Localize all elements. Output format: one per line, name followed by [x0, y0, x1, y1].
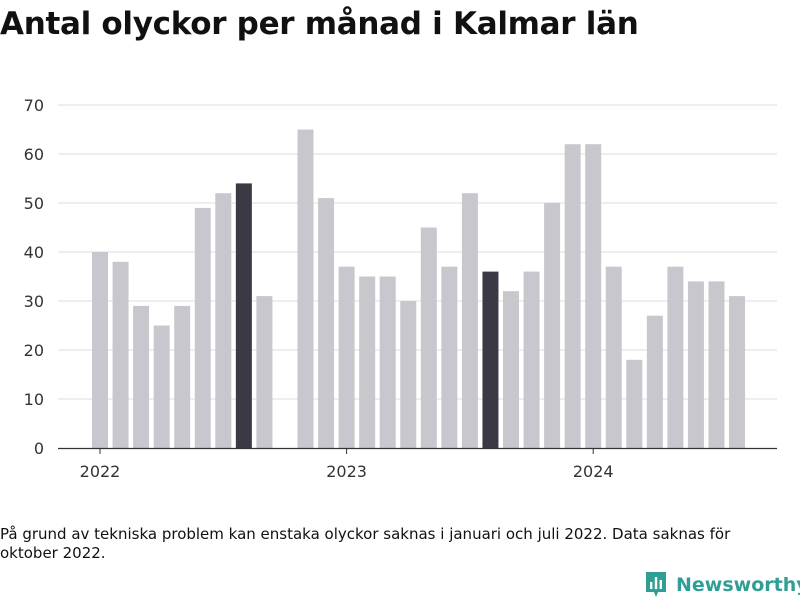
bar	[626, 359, 643, 448]
x-tick-label: 2022	[80, 462, 121, 481]
y-tick-label: 70	[24, 96, 44, 115]
bars	[92, 129, 746, 448]
bar	[544, 203, 561, 448]
x-axis: 2022 2023 2024	[58, 447, 777, 481]
bar	[174, 305, 191, 448]
bar	[585, 144, 602, 448]
bar	[194, 207, 211, 448]
bar	[359, 276, 376, 448]
x-tick-label: 2023	[326, 462, 367, 481]
y-tick-label: 50	[24, 194, 44, 213]
bar	[112, 261, 129, 448]
y-tick-label: 30	[24, 292, 44, 311]
newsworthy-logo-icon	[646, 572, 666, 597]
bar	[297, 129, 314, 448]
bar	[482, 271, 499, 448]
bar	[133, 305, 150, 448]
footnote: På grund av tekniska problem kan enstaka…	[0, 525, 731, 562]
bar	[461, 193, 478, 448]
bar	[400, 301, 417, 448]
newsworthy-brand[interactable]: Newsworthy	[644, 570, 800, 600]
bar	[523, 271, 540, 448]
bar	[441, 266, 458, 448]
bar	[420, 227, 437, 448]
bar	[318, 198, 335, 448]
y-tick-label: 60	[24, 145, 44, 164]
y-tick-label: 40	[24, 243, 44, 262]
bar	[564, 144, 581, 448]
x-tick-label: 2024	[573, 462, 614, 481]
y-tick-label: 20	[24, 341, 44, 360]
bar	[605, 266, 622, 448]
y-tick-label: 10	[24, 390, 44, 409]
bar	[708, 281, 725, 448]
bar	[92, 252, 108, 448]
bar	[646, 315, 663, 448]
bar	[729, 296, 746, 448]
bar	[338, 266, 355, 448]
bar	[379, 276, 396, 448]
bar	[153, 325, 170, 448]
brand-name: Newsworthy	[676, 574, 800, 596]
y-axis-ticks: 0 10 20 30 40 50 60 70	[24, 96, 44, 458]
bar	[667, 266, 684, 448]
bar	[235, 183, 252, 448]
y-tick-label: 0	[34, 439, 44, 458]
chart-title: Antal olyckor per månad i Kalmar län	[0, 6, 639, 42]
bar	[687, 281, 704, 448]
bar	[503, 291, 519, 448]
bar	[215, 193, 232, 448]
bar	[256, 296, 273, 448]
